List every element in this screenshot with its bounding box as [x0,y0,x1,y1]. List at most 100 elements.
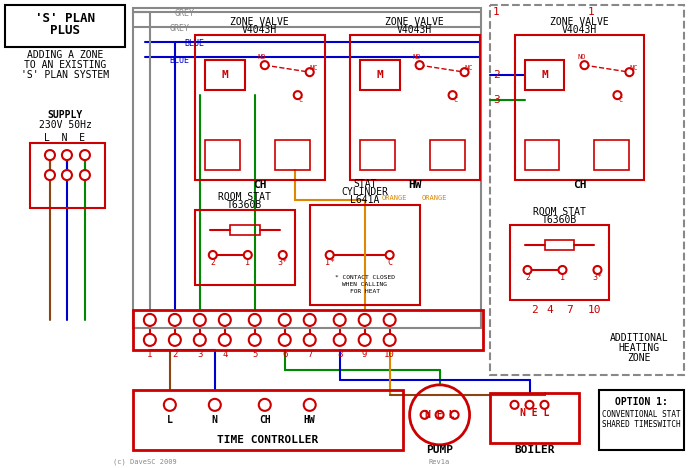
Circle shape [524,266,531,274]
Circle shape [451,411,459,419]
Circle shape [306,68,314,76]
Text: HW: HW [304,415,315,425]
Circle shape [45,150,55,160]
Text: 7: 7 [566,305,573,315]
Text: PLUS: PLUS [50,24,80,37]
Text: HW: HW [408,180,422,190]
Bar [359,140,395,170]
Bar [350,35,480,180]
Bar [195,35,325,180]
Bar [30,143,105,208]
Text: 1: 1 [245,258,250,268]
Text: 2: 2 [531,305,538,315]
Circle shape [279,251,287,259]
Text: Rev1a: Rev1a [429,459,450,465]
Text: TO AN EXISTING: TO AN EXISTING [24,60,106,70]
Circle shape [209,251,217,259]
Circle shape [386,251,393,259]
Text: V4043H: V4043H [397,25,432,35]
Text: HEATING: HEATING [619,343,660,353]
Bar [524,140,560,170]
Text: V4043H: V4043H [242,25,277,35]
Circle shape [448,91,457,99]
Text: 'S' PLAN: 'S' PLAN [35,12,95,25]
Text: OPTION 1:: OPTION 1: [615,397,668,407]
Bar [524,60,564,90]
Text: 3: 3 [197,351,202,359]
Text: 3: 3 [493,95,500,105]
Text: ORANGE: ORANGE [422,195,447,201]
Text: N E L: N E L [425,410,454,420]
Text: ROOM STAT: ROOM STAT [218,192,271,202]
Text: L  N  E: L N E [44,133,86,143]
Text: SUPPLY: SUPPLY [48,110,83,120]
Circle shape [334,334,346,346]
Circle shape [45,170,55,180]
Circle shape [580,61,589,69]
Text: V4043H: V4043H [562,25,597,35]
Text: 1: 1 [560,273,565,283]
Text: 'S' PLAN SYSTEM: 'S' PLAN SYSTEM [21,70,109,80]
Text: BLUE: BLUE [170,56,190,65]
Circle shape [219,334,230,346]
Text: FOR HEAT: FOR HEAT [350,289,380,294]
Circle shape [279,334,290,346]
Bar [205,140,240,170]
Text: ROOM STAT: ROOM STAT [533,207,586,217]
Text: CYLINDER: CYLINDER [341,187,388,197]
Bar [509,225,609,300]
Text: ZONE VALVE: ZONE VALVE [550,17,609,27]
Circle shape [359,334,371,346]
Text: N: N [212,415,218,425]
Circle shape [613,91,622,99]
Text: PUMP: PUMP [426,445,453,455]
Text: (c) DaveSC 2009: (c) DaveSC 2009 [113,459,177,465]
Text: NO: NO [257,54,266,60]
Text: ADDING A ZONE: ADDING A ZONE [27,50,103,60]
Bar [133,8,480,328]
Circle shape [526,401,533,409]
Bar [195,210,295,285]
Circle shape [334,314,346,326]
Circle shape [384,314,395,326]
Text: 2: 2 [172,351,177,359]
Circle shape [144,314,156,326]
Text: BLUE: BLUE [185,39,205,48]
Text: NC: NC [629,65,638,71]
Circle shape [511,401,518,409]
Circle shape [244,251,252,259]
Text: STAT: STAT [353,179,377,189]
Circle shape [279,314,290,326]
Text: T6360B: T6360B [227,200,262,210]
Circle shape [359,314,371,326]
Text: N E L: N E L [520,408,549,418]
Bar [5,5,125,47]
Text: C: C [453,97,457,103]
Text: 3*: 3* [593,273,602,283]
Text: L641A: L641A [350,195,380,205]
Text: C: C [618,97,622,103]
Text: BOILER: BOILER [514,445,555,455]
Text: 1: 1 [493,7,500,17]
Text: TIME CONTROLLER: TIME CONTROLLER [217,435,318,445]
Circle shape [62,150,72,160]
Bar [544,240,575,250]
Bar [133,310,482,350]
Circle shape [421,411,428,419]
Circle shape [461,68,469,76]
Circle shape [194,334,206,346]
Text: L: L [167,415,172,425]
Bar [489,393,580,443]
Bar [595,140,629,170]
Bar [430,140,464,170]
Text: 1: 1 [147,351,152,359]
Text: 5: 5 [252,351,257,359]
Text: 2: 2 [493,70,500,80]
Circle shape [249,314,261,326]
Circle shape [304,334,316,346]
Circle shape [80,150,90,160]
Circle shape [209,399,221,411]
Circle shape [304,314,316,326]
Text: 4: 4 [546,305,553,315]
Circle shape [593,266,602,274]
